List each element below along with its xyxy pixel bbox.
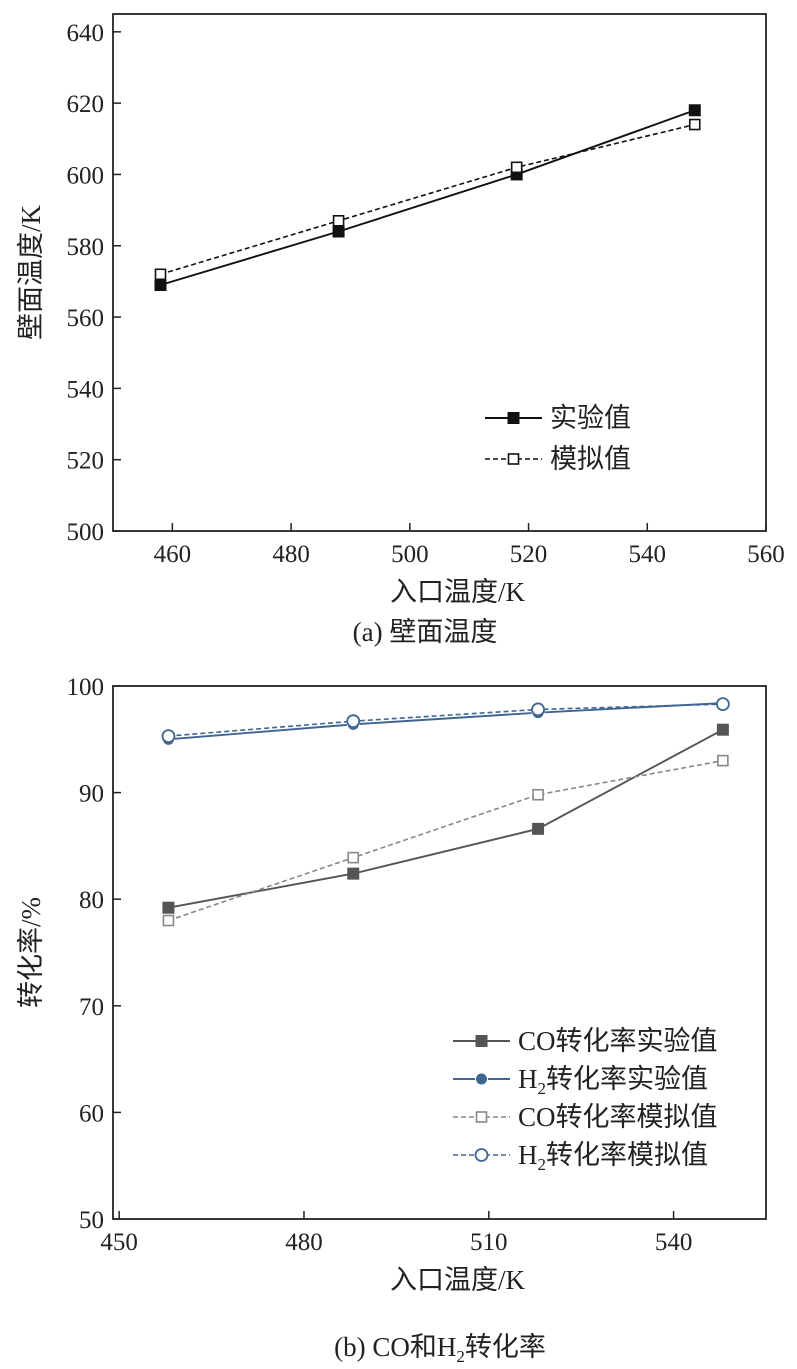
x-tick-label: 540 — [629, 541, 667, 568]
y-tick-label: 70 — [79, 994, 104, 1021]
caption-b: (b) CO和H2转化率 — [334, 1332, 546, 1366]
legend-label-3: H2转化率模拟值 — [518, 1140, 708, 1174]
data-point-3 — [531, 702, 545, 717]
caption-b-suffix: 转化率 — [465, 1332, 546, 1362]
legend-marker-0 — [475, 1035, 488, 1047]
legend-marker-1 — [475, 1072, 488, 1086]
legend-label-main: H — [518, 1140, 538, 1170]
y-tick-label: 50 — [79, 1207, 104, 1234]
legend-label-main: CO转化率模拟值 — [518, 1102, 718, 1132]
data-point-0 — [162, 901, 175, 914]
y-axis-label: 壁面温度/K — [16, 204, 46, 340]
x-tick-label: 520 — [510, 541, 548, 568]
data-point-3 — [715, 697, 730, 712]
legend-label-subscript: 2 — [538, 1079, 547, 1098]
legend-label-0: 实验值 — [550, 403, 631, 433]
y-tick-label: 560 — [67, 305, 105, 332]
x-tick-label: 510 — [470, 1229, 508, 1256]
series-line-2 — [168, 759, 724, 922]
data-point-3 — [346, 714, 361, 729]
legend-marker-3 — [474, 1148, 489, 1162]
y-tick-label: 620 — [67, 91, 105, 118]
data-point-1 — [154, 268, 167, 281]
x-tick-label: 480 — [285, 1229, 323, 1256]
data-point-2 — [347, 851, 360, 864]
legend-marker-0 — [507, 412, 520, 424]
data-point-1 — [332, 215, 345, 227]
legend-label-2: CO转化率模拟值 — [518, 1102, 718, 1132]
caption-a: (a) 壁面温度 — [353, 617, 498, 647]
y-tick-label: 640 — [67, 20, 105, 47]
data-point-0 — [154, 278, 167, 291]
y-tick-label: 600 — [67, 162, 105, 189]
series-line-1 — [168, 702, 723, 741]
caption-b-subscript: 2 — [456, 1347, 465, 1366]
data-point-0 — [532, 822, 545, 835]
x-tick-label: 450 — [100, 1229, 138, 1256]
series-line-0 — [168, 728, 724, 909]
data-point-1 — [510, 161, 523, 174]
y-tick-label: 100 — [67, 674, 105, 701]
x-tick-label: 560 — [747, 541, 785, 568]
legend-marker-1 — [507, 453, 520, 465]
chart-panel-a: 460 480 500 520 540 560 500 520 540 560 580 600 620 6… — [16, 13, 785, 607]
y-tick-label: 540 — [67, 376, 105, 403]
data-point-2 — [532, 788, 544, 801]
data-point-2 — [162, 914, 175, 927]
plot-frame — [112, 685, 767, 1220]
legend-label-main: H — [518, 1064, 538, 1094]
y-tick-label: 60 — [79, 1100, 104, 1127]
x-axis-label: 入口温度/K — [390, 577, 526, 607]
legend-label-main: CO转化率实验值 — [518, 1026, 718, 1056]
series-line-3 — [168, 703, 723, 737]
y-tick-label: 520 — [67, 448, 105, 475]
chart-panel-b: 450 480 510 540 50 60 70 80 90 100 入口温度/K 转化率/% CO转化… — [16, 674, 767, 1295]
legend-label-1: 模拟值 — [550, 444, 631, 474]
y-axis-label: 转化率/% — [16, 897, 46, 1008]
legend-label-0: CO转化率实验值 — [518, 1026, 718, 1056]
x-axis-label: 入口温度/K — [390, 1265, 526, 1295]
data-point-0 — [347, 867, 360, 880]
y-tick-label: 80 — [79, 887, 104, 914]
y-tick-label: 90 — [79, 781, 104, 808]
y-tick-label: 500 — [67, 519, 105, 546]
legend-label-tail: 转化率实验值 — [546, 1064, 708, 1094]
data-point-3 — [161, 729, 176, 744]
x-tick-label: 540 — [655, 1229, 693, 1256]
data-point-2 — [717, 754, 729, 767]
data-point-0 — [332, 225, 345, 238]
legend-marker-2 — [475, 1111, 488, 1123]
legend-label-tail: 转化率模拟值 — [546, 1140, 708, 1170]
legend-label-1: H2转化率实验值 — [518, 1064, 708, 1098]
series-line-1 — [160, 123, 695, 276]
data-point-0 — [688, 104, 701, 117]
plot-frame — [112, 13, 767, 532]
legend-label-subscript: 2 — [538, 1155, 547, 1174]
x-tick-label: 480 — [272, 541, 310, 568]
data-point-0 — [716, 723, 729, 736]
x-tick-label: 460 — [154, 541, 192, 568]
x-tick-label: 500 — [391, 541, 429, 568]
y-tick-label: 580 — [67, 234, 105, 261]
series-line-0 — [160, 109, 696, 286]
data-point-1 — [688, 118, 701, 131]
caption-b-prefix: (b) CO和H — [334, 1332, 456, 1362]
